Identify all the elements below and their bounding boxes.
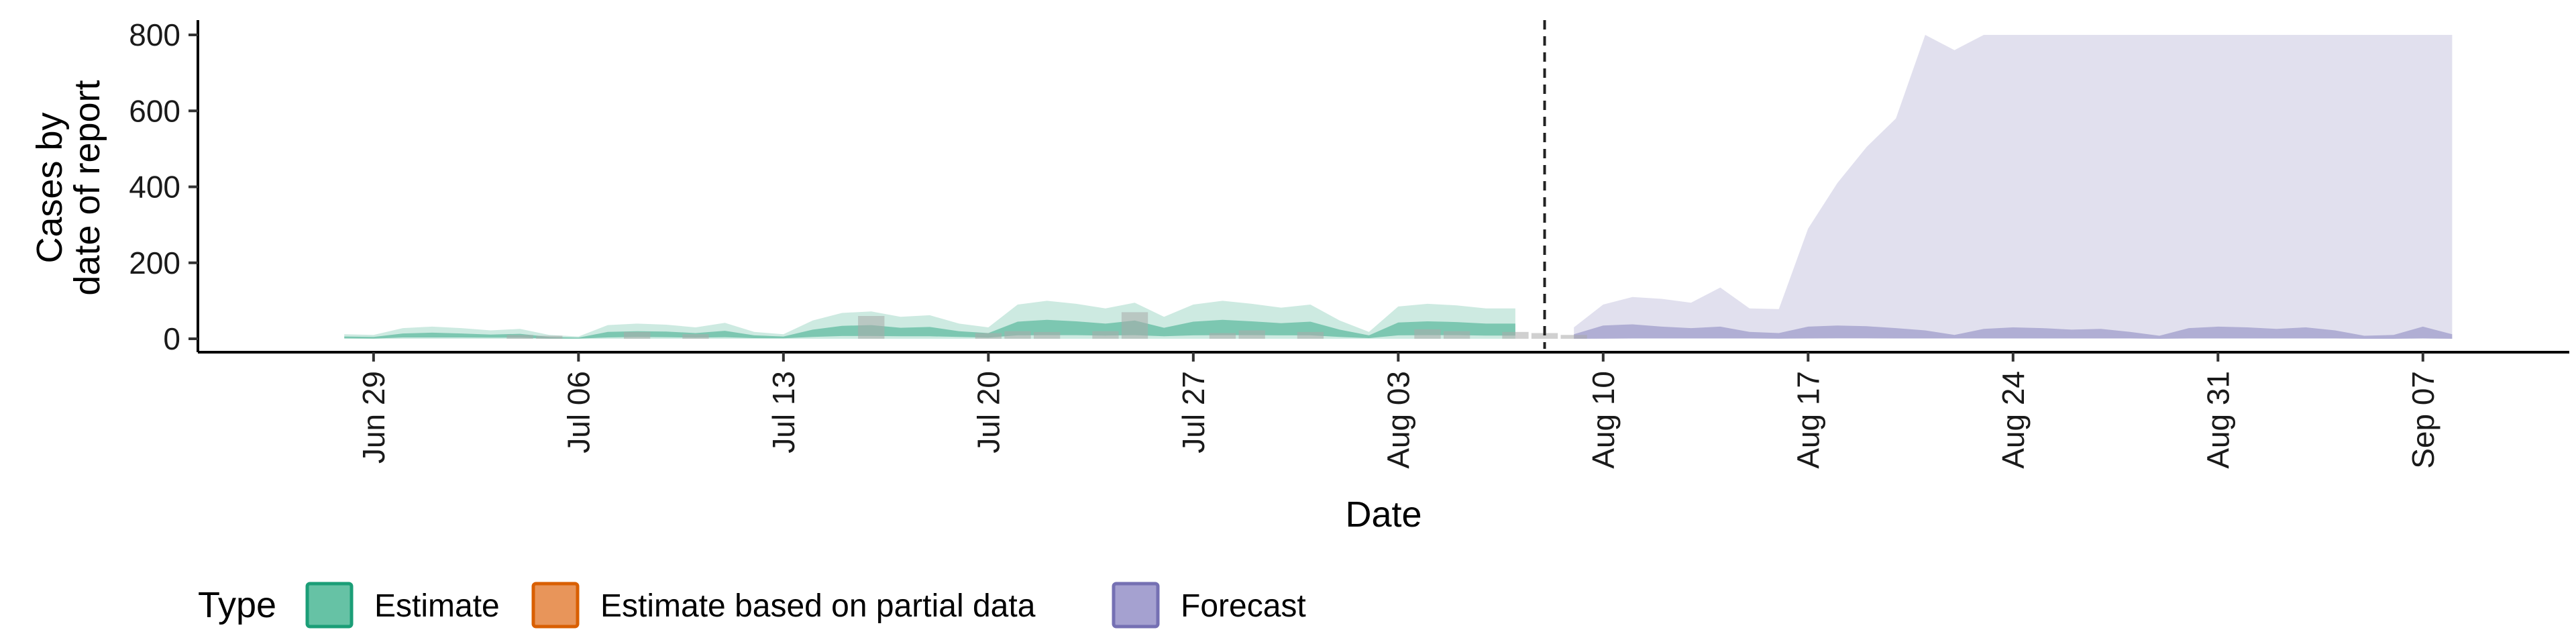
reported-case-bar xyxy=(1121,312,1148,339)
reported-case-bar xyxy=(975,333,1002,339)
reported-case-bar xyxy=(1092,331,1119,339)
reported-case-bars xyxy=(506,312,1587,339)
x-tick-label: Jun 29 xyxy=(356,371,391,464)
x-tick-label: Aug 17 xyxy=(1790,371,1825,469)
reported-case-bar xyxy=(536,335,563,339)
y-axis-ticks: 0 200 400 600 800 xyxy=(129,17,198,356)
y-tick-label: 0 xyxy=(163,321,180,356)
x-tick-label: Jul 27 xyxy=(1176,371,1211,453)
y-axis-title-line2: date of report xyxy=(67,80,107,295)
x-tick-label: Aug 03 xyxy=(1381,371,1415,469)
forecast-band-90 xyxy=(1574,35,2453,339)
plot-bands xyxy=(344,35,2453,339)
reported-case-bar xyxy=(1444,331,1470,339)
legend-title: Type xyxy=(198,585,276,625)
estimate-band-90 xyxy=(344,301,1515,339)
y-tick-label: 200 xyxy=(129,246,180,280)
x-axis-title: Date xyxy=(1345,494,1421,535)
reported-case-bar xyxy=(858,316,885,339)
reported-case-bar xyxy=(1209,333,1236,339)
reported-case-bar xyxy=(1238,330,1265,339)
y-tick-label: 400 xyxy=(129,170,180,205)
x-tick-label: Jul 20 xyxy=(971,371,1006,453)
reported-case-bar xyxy=(1004,331,1031,339)
reported-case-bar xyxy=(624,331,651,339)
y-tick-label: 800 xyxy=(129,17,180,52)
reported-case-bar xyxy=(506,335,533,339)
reported-case-bar xyxy=(682,334,709,339)
reported-case-bar xyxy=(1034,331,1061,339)
legend-swatch-estimate-based-on-partial-data xyxy=(531,582,580,629)
x-tick-label: Aug 31 xyxy=(2200,371,2235,469)
legend: Type Estimate Estimate based on partial da… xyxy=(198,582,1306,629)
reported-case-bar xyxy=(1560,335,1587,339)
reported-case-bar xyxy=(1414,329,1441,339)
reported-case-bar xyxy=(1531,333,1558,339)
legend-label-estimate-based-on-partial-data: Estimate based on partial data xyxy=(600,588,1036,624)
forecast-band-50 xyxy=(1574,324,2453,339)
x-tick-label: Aug 10 xyxy=(1586,371,1621,469)
x-tick-label: Jul 13 xyxy=(766,371,801,453)
legend-label-forecast: Forecast xyxy=(1181,588,1306,624)
x-tick-label: Jul 06 xyxy=(561,371,596,453)
reported-case-bar xyxy=(1502,331,1529,339)
legend-swatch-estimate xyxy=(305,582,354,629)
x-axis-ticks: Jun 29 Jul 06 Jul 13 Jul 20 Jul 27 Aug 03 Aug … xyxy=(356,352,2440,469)
y-tick-label: 600 xyxy=(129,93,180,128)
legend-swatch-forecast xyxy=(1112,582,1160,629)
x-tick-label: Aug 24 xyxy=(1996,371,2031,469)
legend-label-estimate: Estimate xyxy=(374,588,500,624)
x-tick-label: Sep 07 xyxy=(2406,371,2440,469)
reported-case-bar xyxy=(1297,331,1324,339)
y-axis-title-line1: Cases by xyxy=(30,112,70,263)
